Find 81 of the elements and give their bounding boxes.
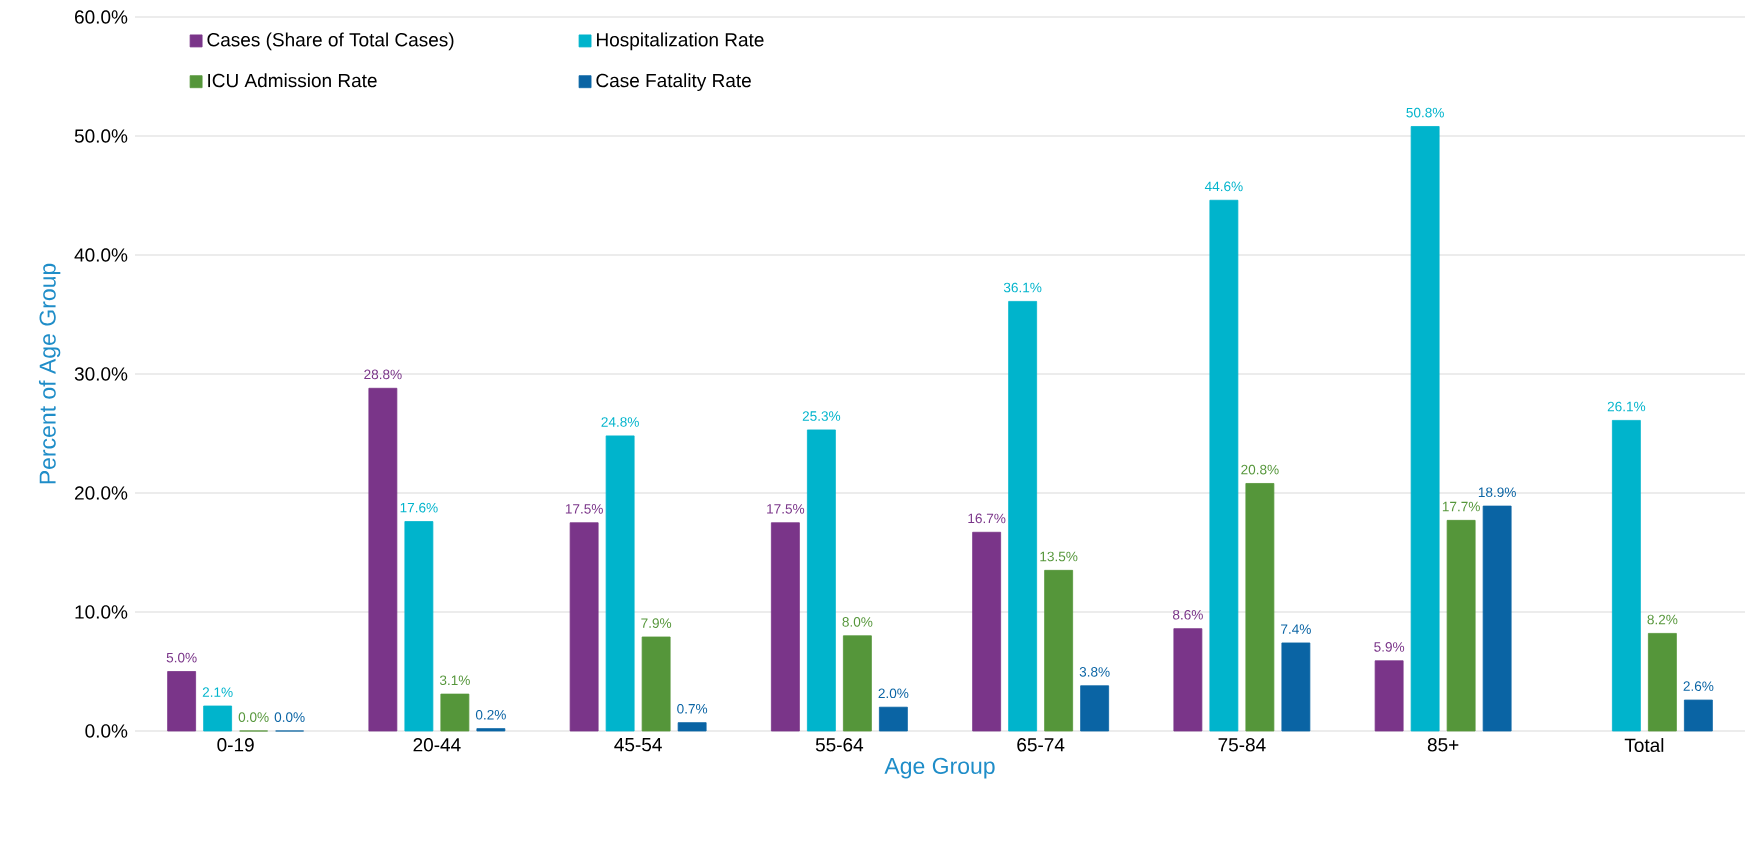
- bar: [368, 387, 398, 732]
- data-label: 25.3%: [802, 411, 841, 421]
- data-label: 0.7%: [677, 703, 708, 714]
- bar: [806, 429, 836, 732]
- bar: [972, 531, 1002, 732]
- x-tick-label: Total: [1624, 738, 1664, 753]
- legend-label: ICU Admission Rate: [208, 73, 377, 88]
- bar: [1683, 699, 1713, 732]
- bar: [569, 522, 599, 732]
- bar: [641, 636, 671, 732]
- bar: [404, 521, 434, 732]
- bar: [1044, 569, 1074, 732]
- data-label: 50.8%: [1406, 107, 1444, 118]
- x-tick-label: 85+: [1427, 738, 1459, 752]
- y-tick-label: 30.0%: [74, 367, 128, 381]
- y-tick-label: 60.0%: [75, 10, 128, 24]
- data-label: 36.1%: [1003, 282, 1042, 293]
- data-label: 20.8%: [1241, 464, 1279, 475]
- bar: [677, 722, 707, 732]
- data-label: 17.7%: [1442, 501, 1480, 512]
- bar: [605, 435, 635, 732]
- x-tick-label: 75-84: [1218, 738, 1266, 752]
- bar: [203, 705, 233, 732]
- bar: [878, 706, 908, 732]
- x-tick-label: 0-19: [217, 738, 254, 752]
- y-tick-label: 50.0%: [74, 129, 128, 143]
- data-label: 0.0%: [238, 712, 269, 722]
- bar: [842, 635, 872, 732]
- data-label: 5.0%: [166, 652, 197, 663]
- data-label: 8.6%: [1172, 609, 1203, 620]
- legend-label: Cases (Share of Total Cases): [207, 32, 454, 51]
- data-label: 8.2%: [1647, 614, 1678, 625]
- x-tick-label: 55-64: [815, 738, 864, 752]
- data-label: 7.9%: [641, 618, 672, 628]
- data-label: 0.2%: [475, 709, 506, 720]
- legend-label: Case Fatality Rate: [596, 73, 751, 92]
- data-label: 17.6%: [400, 502, 438, 513]
- data-label: 18.9%: [1478, 487, 1516, 498]
- bar: [770, 522, 800, 732]
- data-label: 7.4%: [1281, 624, 1311, 634]
- data-label: 3.8%: [1079, 667, 1110, 677]
- y-tick-label: 40.0%: [74, 248, 128, 262]
- data-label: 8.0%: [842, 617, 873, 627]
- bar: [1374, 660, 1404, 732]
- x-tick-label: 65-74: [1017, 738, 1065, 752]
- y-axis-title: Percent of Age Group: [38, 263, 61, 484]
- y-tick-label: 10.0%: [75, 605, 128, 619]
- data-label: 2.6%: [1683, 681, 1714, 691]
- bar: [1647, 633, 1677, 732]
- data-label: 2.1%: [202, 687, 233, 697]
- bar: [1410, 126, 1440, 732]
- data-label: 24.8%: [601, 417, 639, 427]
- legend-label: Hospitalization Rate: [597, 32, 764, 51]
- bar: [1482, 505, 1512, 732]
- bar: [1245, 483, 1275, 732]
- bar: [1008, 301, 1038, 732]
- data-label: 13.5%: [1040, 551, 1078, 562]
- y-tick-label: 0.0%: [85, 724, 128, 738]
- x-axis-title: Age Group: [884, 757, 995, 779]
- x-tick-label: 20-44: [413, 738, 461, 752]
- data-label: 16.7%: [968, 513, 1006, 524]
- bar: [476, 728, 506, 732]
- bar: [1173, 628, 1203, 732]
- data-label: 0.0%: [274, 712, 305, 722]
- data-label: 44.6%: [1204, 181, 1243, 192]
- bar: [1209, 199, 1239, 732]
- data-label: 28.8%: [364, 369, 402, 380]
- data-label: 2.0%: [878, 688, 909, 699]
- bar: [1281, 642, 1311, 732]
- data-label: 17.5%: [767, 504, 805, 514]
- y-tick-label: 20.0%: [75, 486, 128, 500]
- data-label: 26.1%: [1607, 401, 1646, 412]
- data-label: 5.9%: [1374, 642, 1405, 652]
- bar: [167, 671, 197, 732]
- bar: [1446, 519, 1476, 732]
- bar: [1080, 685, 1110, 732]
- bar: [1611, 420, 1641, 732]
- data-label: 3.1%: [439, 675, 470, 686]
- data-label: 17.5%: [565, 504, 603, 514]
- bar: [440, 693, 470, 732]
- x-tick-label: 45-54: [614, 738, 662, 752]
